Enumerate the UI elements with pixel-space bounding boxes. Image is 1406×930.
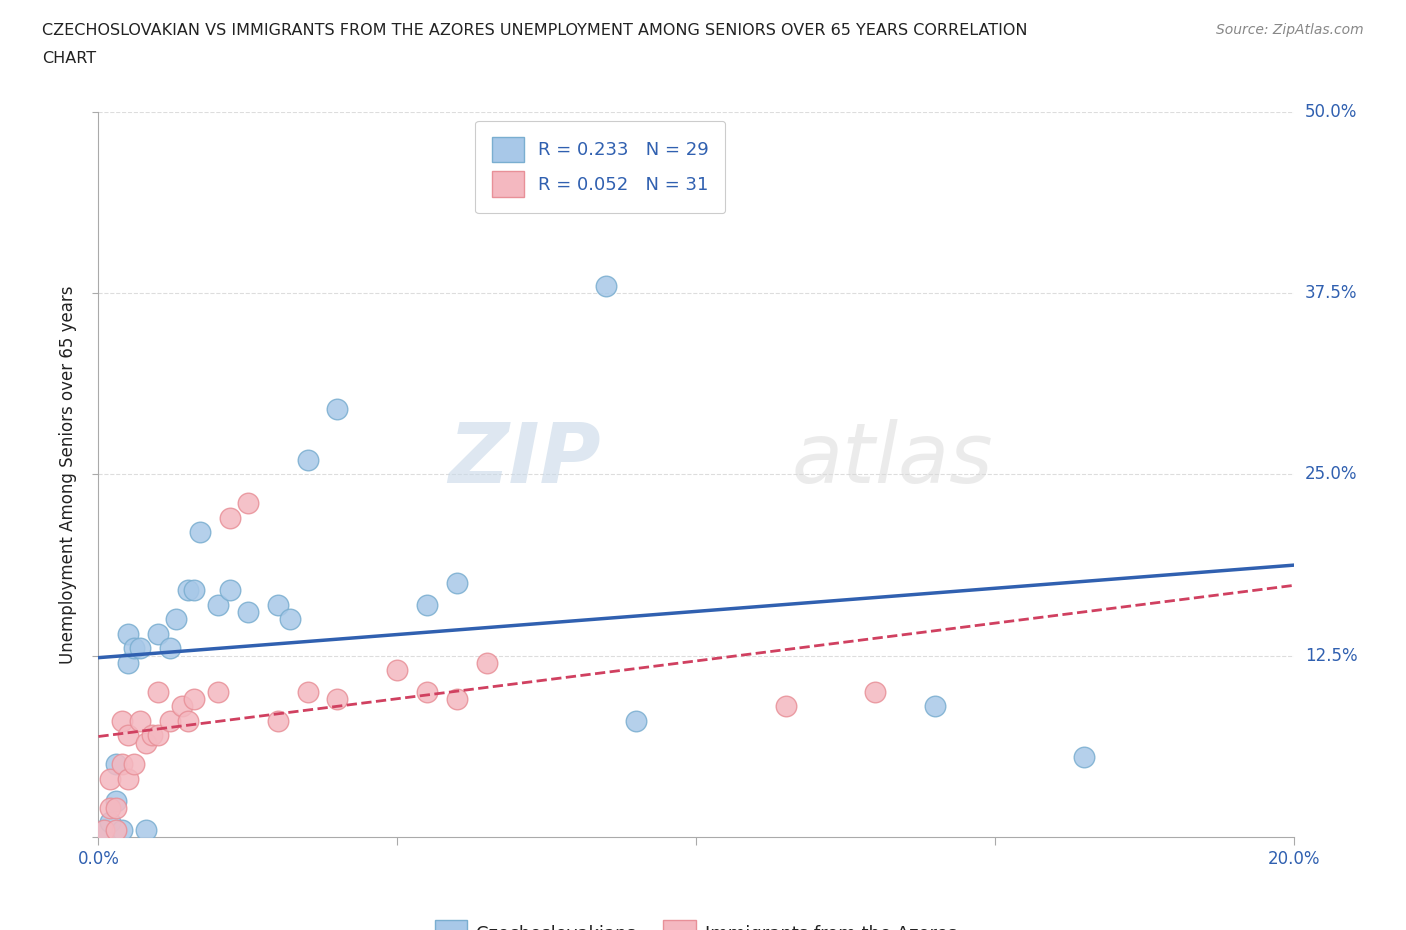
Point — [98, 801, 122, 816]
Text: 37.5%: 37.5% — [1305, 284, 1357, 302]
Legend: Czechoslovakians, Immigrants from the Azores: Czechoslovakians, Immigrants from the Az… — [426, 911, 966, 930]
Point — [326, 402, 349, 417]
Point — [183, 692, 205, 707]
Point — [183, 583, 205, 598]
Text: Source: ZipAtlas.com: Source: ZipAtlas.com — [1216, 23, 1364, 37]
Point — [124, 757, 146, 772]
Point — [105, 757, 128, 772]
Text: 25.0%: 25.0% — [1305, 465, 1357, 484]
Point — [385, 663, 409, 678]
Y-axis label: Unemployment Among Seniors over 65 years: Unemployment Among Seniors over 65 years — [59, 286, 77, 663]
Point — [129, 641, 152, 656]
Point — [236, 604, 259, 619]
Point — [326, 692, 349, 707]
Point — [219, 583, 242, 598]
Point — [165, 612, 187, 627]
Point — [297, 452, 319, 467]
Point — [267, 713, 290, 728]
Point — [1073, 750, 1095, 764]
Point — [207, 597, 229, 612]
Text: CZECHOSLOVAKIAN VS IMMIGRANTS FROM THE AZORES UNEMPLOYMENT AMONG SENIORS OVER 65: CZECHOSLOVAKIAN VS IMMIGRANTS FROM THE A… — [42, 23, 1028, 38]
Point — [111, 822, 134, 837]
Point — [172, 699, 194, 714]
Point — [124, 641, 146, 656]
Point — [105, 801, 128, 816]
Point — [475, 656, 498, 671]
Point — [267, 597, 290, 612]
Point — [135, 822, 157, 837]
Point — [117, 772, 139, 787]
Point — [105, 793, 128, 808]
Text: 12.5%: 12.5% — [1305, 646, 1357, 665]
Point — [177, 713, 200, 728]
Point — [135, 736, 157, 751]
Point — [148, 728, 170, 743]
Point — [93, 822, 115, 837]
Point — [148, 684, 170, 699]
Point — [446, 576, 468, 591]
Text: 50.0%: 50.0% — [1305, 102, 1357, 121]
Point — [117, 728, 139, 743]
Point — [105, 822, 128, 837]
Point — [98, 772, 122, 787]
Point — [159, 641, 181, 656]
Point — [236, 496, 259, 511]
Point — [207, 684, 229, 699]
Point — [117, 627, 139, 642]
Point — [188, 525, 211, 539]
Point — [219, 511, 242, 525]
Point — [924, 699, 946, 714]
Text: ZIP: ZIP — [447, 419, 600, 500]
Point — [177, 583, 200, 598]
Point — [624, 713, 647, 728]
Point — [865, 684, 887, 699]
Point — [416, 684, 439, 699]
Point — [297, 684, 319, 699]
Point — [93, 822, 115, 837]
Point — [416, 597, 439, 612]
Point — [141, 728, 163, 743]
Point — [278, 612, 301, 627]
Point — [148, 627, 170, 642]
Text: atlas: atlas — [792, 419, 993, 500]
Point — [117, 656, 139, 671]
Point — [159, 713, 181, 728]
Point — [775, 699, 797, 714]
Text: CHART: CHART — [42, 51, 96, 66]
Point — [111, 757, 134, 772]
Point — [595, 278, 617, 293]
Point — [111, 713, 134, 728]
Point — [98, 815, 122, 830]
Point — [129, 713, 152, 728]
Point — [446, 692, 468, 707]
